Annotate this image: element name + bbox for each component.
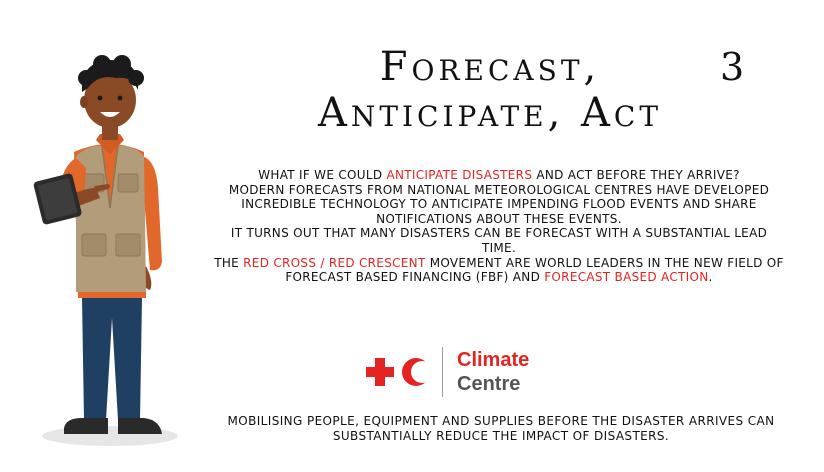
body-line-1: What if we could anticipate disasters an… [212,168,786,183]
highlight-red-cross: Red Cross / Red Crescent [243,255,426,270]
body-paragraph-lead-time: It turns out that many disasters can be … [230,226,768,255]
logo-text-centre: Centre [457,373,521,395]
body-text-segment: movement are world leaders in the new fi… [285,255,784,285]
person-holding-tablet-illustration [33,55,178,446]
body-paragraph-forecasts: Modern forecasts from national meteorolo… [228,182,770,226]
slide-number: 3 [720,45,745,89]
climate-centre-logo: Climate Centre [362,334,590,410]
body-paragraph-movement: The Red Cross / Red Crescent movement ar… [212,256,786,285]
slide-title: Forecast, Anticipate, Act [250,44,730,136]
slide-title-line-1: Forecast, [379,44,601,90]
logo-divider [442,347,443,397]
footer-caption: Mobilising people, equipment and supplie… [227,414,775,443]
body-text-segment: . [708,270,713,285]
body-text-segment: The [214,255,244,270]
slide-title-line-2: Anticipate, Act [317,90,663,136]
logo-text-climate: Climate [457,349,530,371]
body-paragraph: What if we could anticipate disasters an… [212,168,786,285]
logo-wordmark: Climate Centre [457,348,529,396]
highlight-anticipate-disasters: anticipate disasters [386,168,533,182]
body-text-segment: What if we could [258,168,387,182]
red-cross-red-crescent-icon [366,358,432,386]
body-text-segment: and act before they arrive? [532,168,740,182]
highlight-forecast-based-action: Forecast based Action [544,270,709,285]
